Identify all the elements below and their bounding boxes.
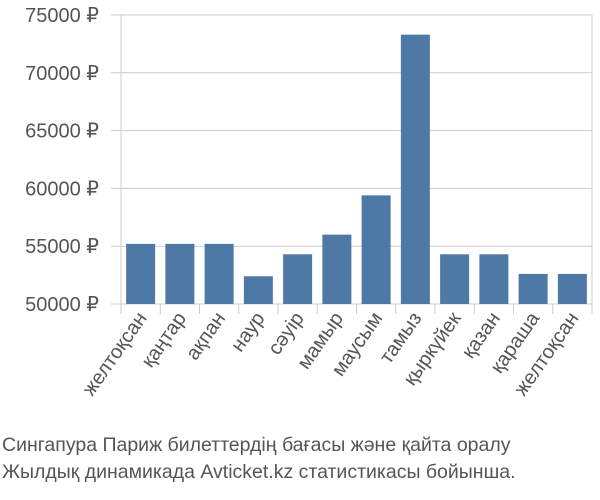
caption-line-1: Сингапура Париж билеттердің бағасы және … (2, 434, 511, 456)
bar (557, 273, 587, 304)
axes (120, 15, 593, 314)
caption-line-2: Жылдық динамикада Avticket.kz статистика… (2, 461, 516, 483)
bar (126, 243, 156, 304)
y-tick-label: 50000 ₽ (25, 294, 99, 316)
x-tick-label: ақпан (182, 308, 230, 364)
y-tick-label: 75000 ₽ (25, 5, 99, 27)
bar (243, 276, 273, 304)
y-tick-label: 55000 ₽ (25, 236, 99, 258)
bar (400, 34, 430, 304)
bar (204, 243, 234, 304)
x-tick-labels: желтоқсанқаңтарақпаннаурсәуірмамырмаусым… (78, 308, 583, 400)
bar (361, 195, 391, 304)
y-tick-label: 65000 ₽ (25, 121, 99, 143)
y-tick-label: 70000 ₽ (25, 63, 99, 85)
y-tick-label: 60000 ₽ (25, 178, 99, 200)
bar (479, 254, 509, 304)
bar (518, 273, 548, 304)
bar (440, 254, 470, 304)
bar (165, 243, 195, 304)
bars (126, 34, 587, 304)
bar-chart: 50000 ₽ 55000 ₽ 60000 ₽ 65000 ₽ 70000 ₽ 75000… (25, 5, 593, 400)
bar (322, 234, 352, 304)
bar (283, 254, 313, 304)
x-tick-label: наур (227, 308, 270, 356)
y-tick-labels: 50000 ₽ 55000 ₽ 60000 ₽ 65000 ₽ 70000 ₽ 75000… (25, 5, 99, 316)
